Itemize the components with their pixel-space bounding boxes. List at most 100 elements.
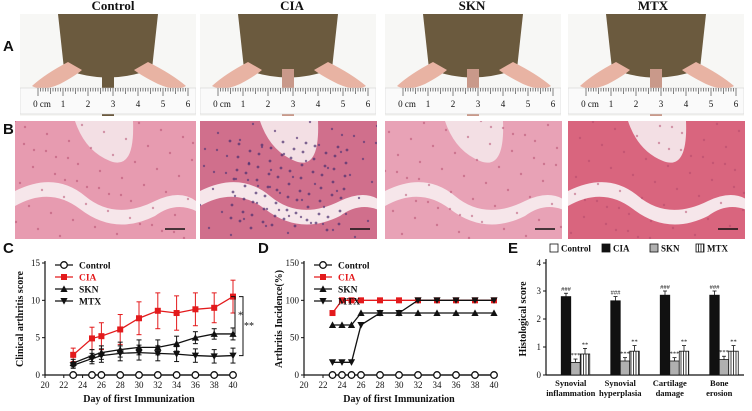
cell <box>115 232 119 236</box>
y-axis-label: Histological score <box>518 281 529 357</box>
sig-label: ** <box>681 339 688 346</box>
cell <box>260 145 264 149</box>
inflammatory-cell <box>288 169 292 173</box>
cell <box>448 207 452 211</box>
data-point <box>191 334 199 341</box>
histology-image <box>385 121 562 239</box>
sig-label: * <box>238 310 243 321</box>
cell <box>44 149 48 153</box>
cell <box>146 144 150 148</box>
cell <box>282 152 286 156</box>
cell <box>268 185 272 189</box>
y-tick-label: 15 <box>31 258 41 268</box>
inflammatory-cell <box>311 170 315 174</box>
inflammatory-cell <box>330 193 334 197</box>
inflammatory-cell <box>282 217 286 221</box>
cell <box>711 161 715 165</box>
ruler-label: 0 cm <box>213 99 231 109</box>
data-point <box>357 309 365 317</box>
cell <box>617 206 621 210</box>
y-tick-label: 50 <box>290 333 300 343</box>
panel-letter-a: A <box>3 38 14 55</box>
sig-label: *** <box>670 351 680 358</box>
data-point <box>452 371 460 379</box>
inflammatory-cell <box>295 198 299 202</box>
cell <box>431 144 435 148</box>
inflammatory-cell <box>249 226 253 230</box>
data-point <box>339 297 345 304</box>
bar <box>610 300 621 376</box>
x-tick-label: 20 <box>41 380 51 390</box>
legend-label: SKN <box>79 286 99 296</box>
inflammatory-cell <box>267 172 271 176</box>
cell <box>489 125 493 129</box>
cell <box>66 156 70 160</box>
x-tick-label: 38 <box>210 380 220 390</box>
cell <box>172 230 176 234</box>
cell <box>595 199 599 203</box>
cell <box>715 122 719 126</box>
category-label: Synovial <box>555 378 587 388</box>
x-tick-label: 26 <box>357 380 367 390</box>
data-point <box>210 330 218 337</box>
cell <box>385 169 387 173</box>
cell <box>626 229 630 233</box>
cell <box>31 165 35 169</box>
cell <box>216 131 220 135</box>
ruler-label: 6 <box>366 99 371 109</box>
cell <box>693 233 697 237</box>
x-tick-label: 32 <box>414 380 423 390</box>
cell <box>124 137 128 141</box>
category-label: hyperplasia <box>599 388 642 398</box>
cell <box>426 200 430 204</box>
cell <box>85 185 89 189</box>
cell <box>238 138 242 142</box>
inflammatory-cell <box>344 161 348 165</box>
inflammatory-cell <box>323 164 327 168</box>
cell <box>515 211 519 215</box>
cell <box>479 121 483 123</box>
inflammatory-cell <box>325 228 329 232</box>
x-tick-label: 24 <box>338 380 348 390</box>
inflammatory-cell <box>276 175 280 179</box>
cell <box>506 188 510 192</box>
cell <box>470 214 474 218</box>
cell <box>449 190 453 194</box>
cell <box>102 130 106 134</box>
cell <box>49 211 53 215</box>
cell <box>331 228 335 232</box>
category-label: Cartilage <box>653 378 687 388</box>
cell <box>391 209 395 213</box>
inflammatory-cell <box>279 166 283 170</box>
cell <box>225 154 229 158</box>
cell <box>200 203 202 207</box>
inflammatory-cell <box>273 214 277 218</box>
cell <box>554 163 558 167</box>
y-tick-label: 4 <box>537 258 542 268</box>
inflammatory-cell <box>326 215 330 219</box>
paw-photo-svg: 0 cm 1 2 3 4 5 6 <box>385 14 561 116</box>
cell <box>742 191 745 195</box>
cell <box>357 196 361 200</box>
cell <box>559 225 562 229</box>
cell <box>710 178 714 182</box>
cell <box>427 183 431 187</box>
ruler-label: 5 <box>526 99 531 109</box>
inflammatory-cell <box>345 148 349 152</box>
bar <box>579 353 591 376</box>
cell <box>269 168 273 172</box>
legend-swatch <box>649 243 659 253</box>
sig-label: ** <box>730 339 737 346</box>
data-point <box>338 371 346 379</box>
cell <box>313 182 317 186</box>
cell <box>58 234 62 238</box>
x-tick-label: 36 <box>452 380 462 390</box>
cell <box>128 216 132 220</box>
x-tick-label: 34 <box>433 380 443 390</box>
inflammatory-cell <box>269 146 273 150</box>
data-point <box>210 371 219 379</box>
y-tick-label: 100 <box>286 295 300 305</box>
cell <box>541 179 545 183</box>
inflammatory-cell <box>319 186 323 190</box>
paw-photo: 0 cm 1 2 3 4 5 6 <box>385 14 561 116</box>
